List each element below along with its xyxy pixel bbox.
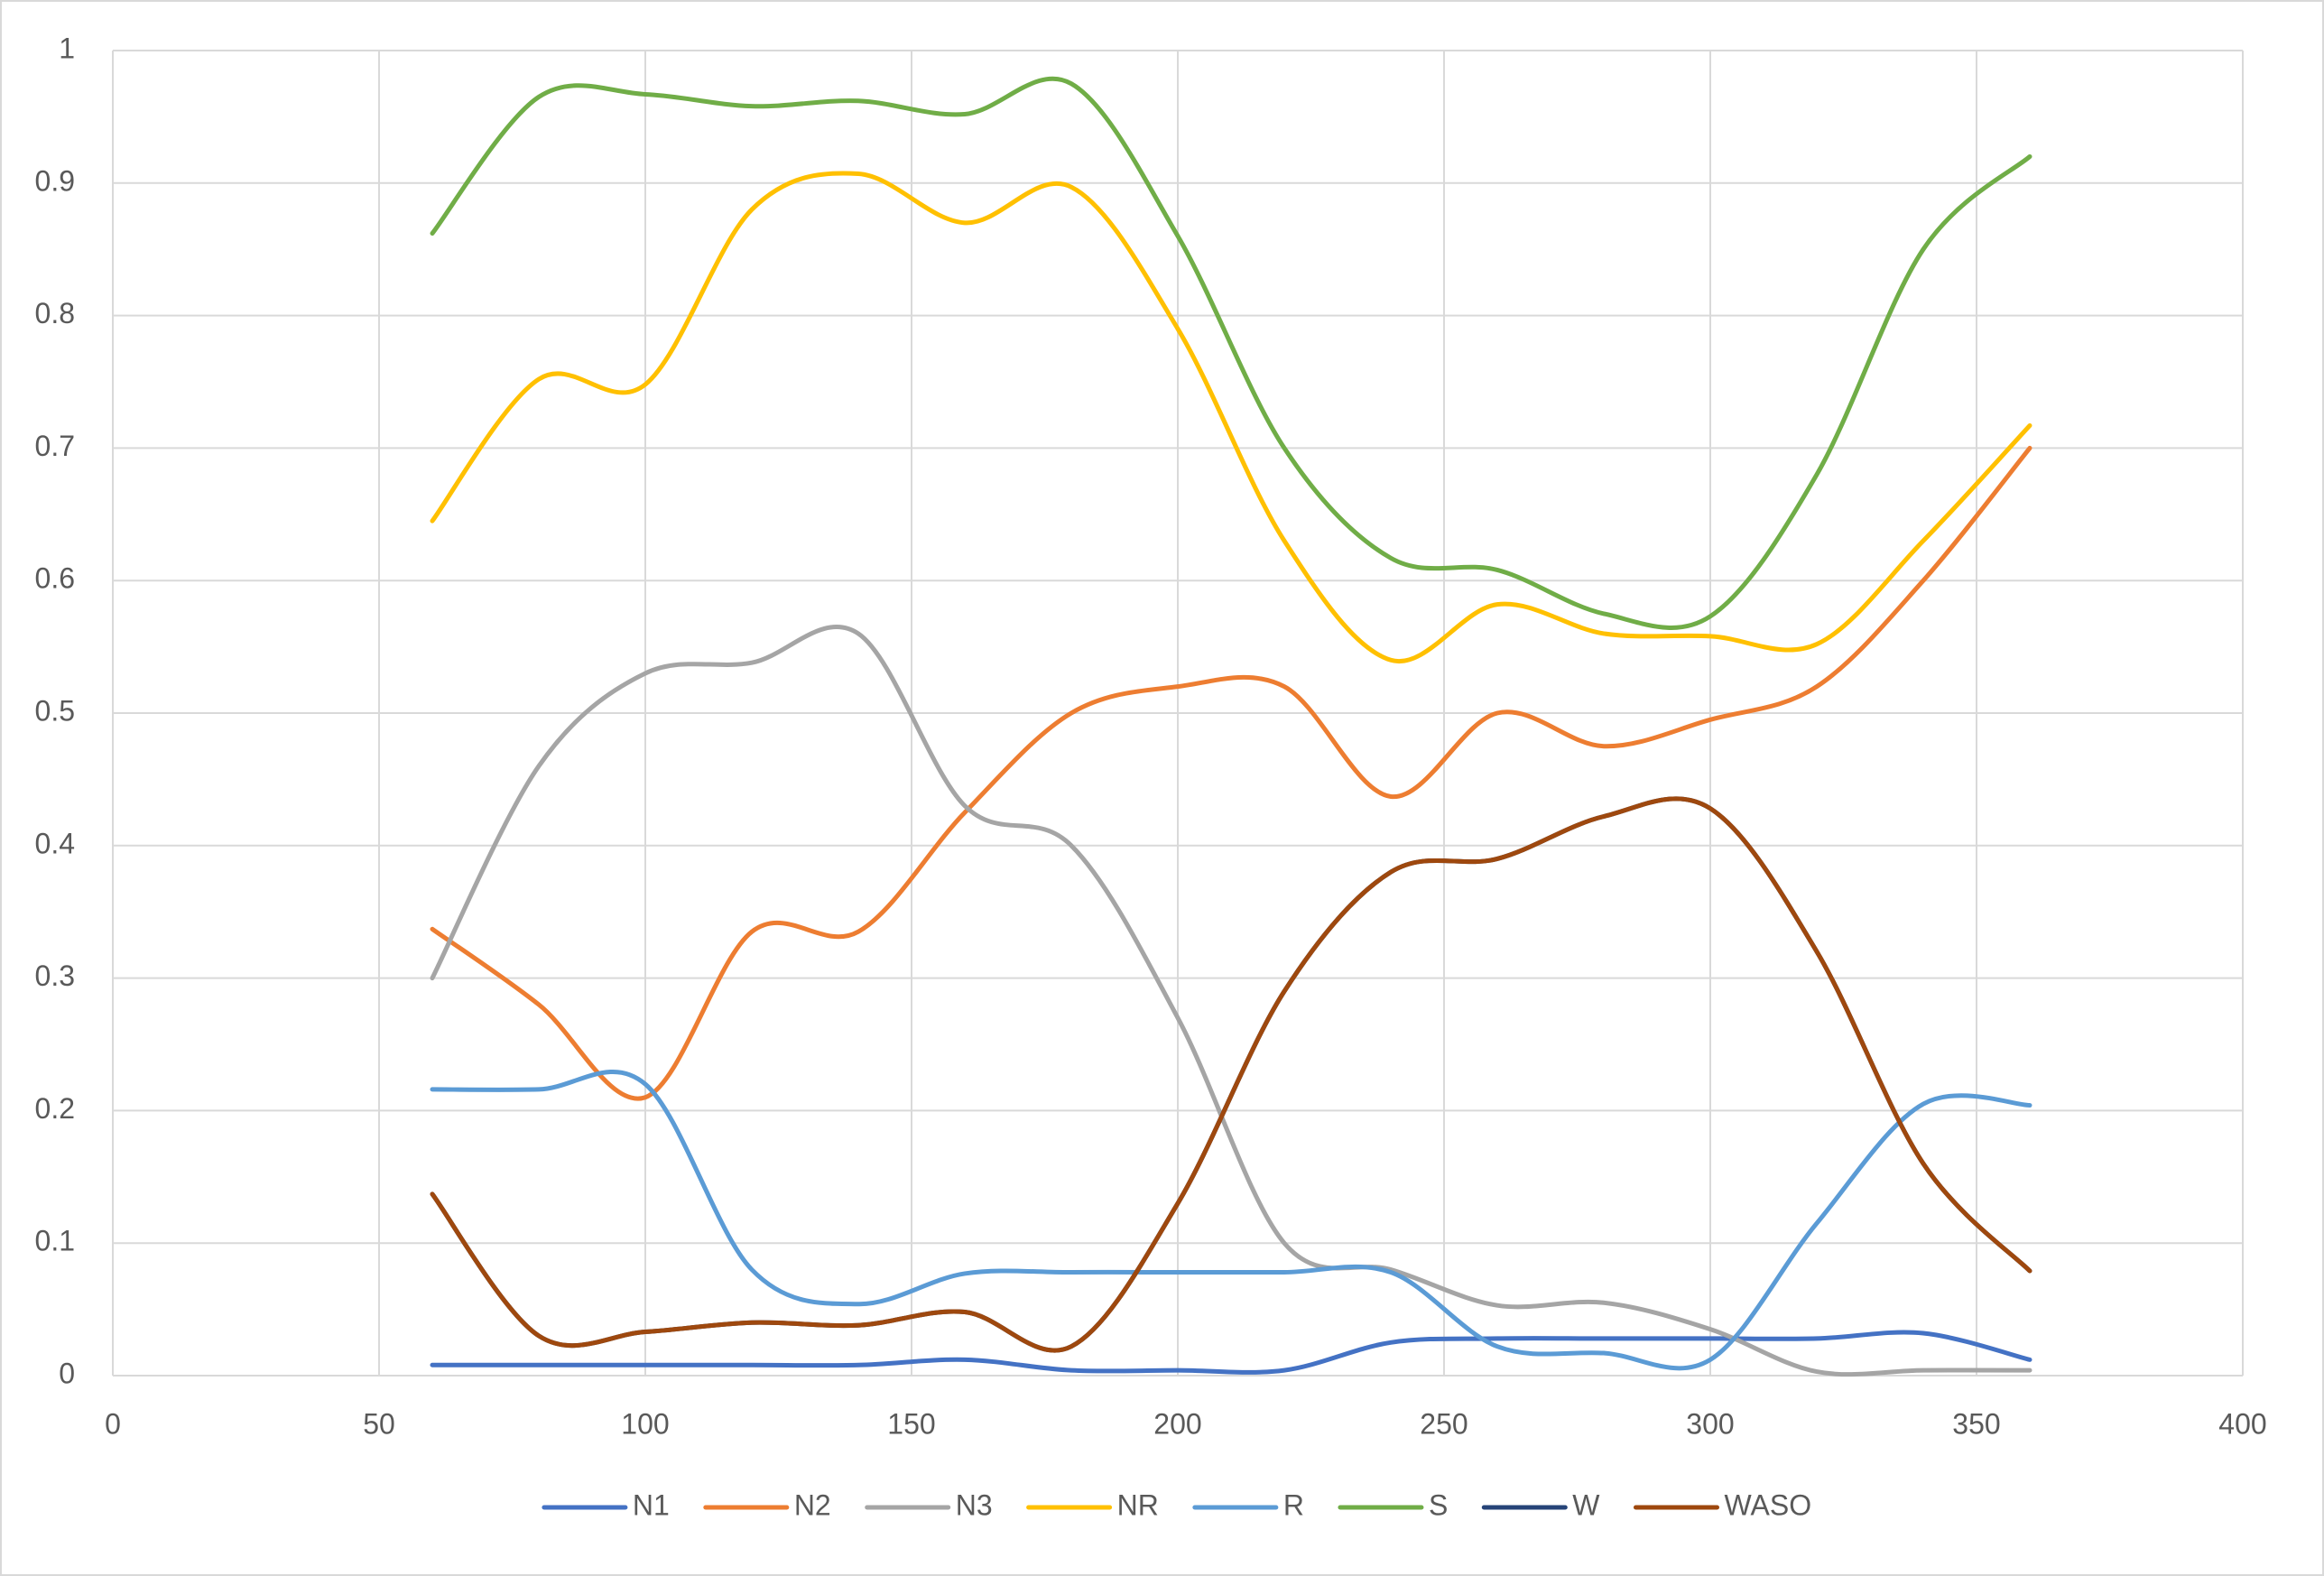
legend-label: WASO [1725, 1488, 1812, 1521]
lines [430, 76, 2032, 1377]
legend-label: R [1283, 1488, 1304, 1521]
y-tick-label: 0.1 [35, 1225, 75, 1257]
y-tick-label: 0 [59, 1357, 75, 1389]
legend-item: N3 [865, 1488, 993, 1521]
y-tick-label: 0.5 [35, 694, 75, 727]
legend-label: NR [1117, 1488, 1159, 1521]
x-tick-label: 200 [1153, 1407, 1201, 1440]
legend-item: WASO [1634, 1488, 1812, 1521]
series-line [430, 625, 2032, 1377]
x-tick-label: 250 [1420, 1407, 1468, 1440]
legend-item: W [1481, 1488, 1600, 1521]
legend-label: W [1572, 1488, 1600, 1521]
legend-label: N3 [956, 1488, 993, 1521]
x-tick-label: 0 [105, 1407, 121, 1440]
series-line [430, 796, 2032, 1353]
series-line [430, 76, 2032, 630]
series-line [430, 1069, 2032, 1371]
legend-item: NR [1026, 1488, 1159, 1521]
y-tick-label: 0.6 [35, 562, 75, 595]
x-tick-label: 150 [887, 1407, 935, 1440]
x-tick-label: 350 [1952, 1407, 2000, 1440]
legend-item: N2 [703, 1488, 831, 1521]
x-tick-label: 100 [621, 1407, 669, 1440]
y-tick-label: 0.7 [35, 430, 75, 462]
y-tick-label: 0.2 [35, 1092, 75, 1125]
legend-item: S [1338, 1488, 1448, 1521]
legend-item: N1 [542, 1488, 670, 1521]
legend-label: N1 [633, 1488, 670, 1521]
y-tick-label: 0.4 [35, 827, 75, 859]
x-tick-label: 300 [1686, 1407, 1734, 1440]
y-tick-label: 0.8 [35, 297, 75, 329]
legend-label: N2 [794, 1488, 831, 1521]
x-tick-label: 50 [363, 1407, 395, 1440]
series-line [430, 1330, 2032, 1375]
y-tick-label: 0.9 [35, 164, 75, 197]
legend-label: S [1429, 1488, 1448, 1521]
series-line [430, 171, 2032, 664]
legend: N1 N2 N3 NR R S W WASO [542, 1488, 1812, 1521]
grid: 0 0.1 0.2 0.3 0.4 0.5 0.6 0.7 0.8 0.9 1 0 50 100 150 20… [35, 32, 2267, 1440]
legend-item: R [1192, 1488, 1304, 1521]
x-tick-label: 400 [2218, 1407, 2266, 1440]
y-tick-label: 0.3 [35, 960, 75, 992]
series-line [430, 445, 2032, 1101]
y-tick-label: 1 [59, 32, 75, 64]
